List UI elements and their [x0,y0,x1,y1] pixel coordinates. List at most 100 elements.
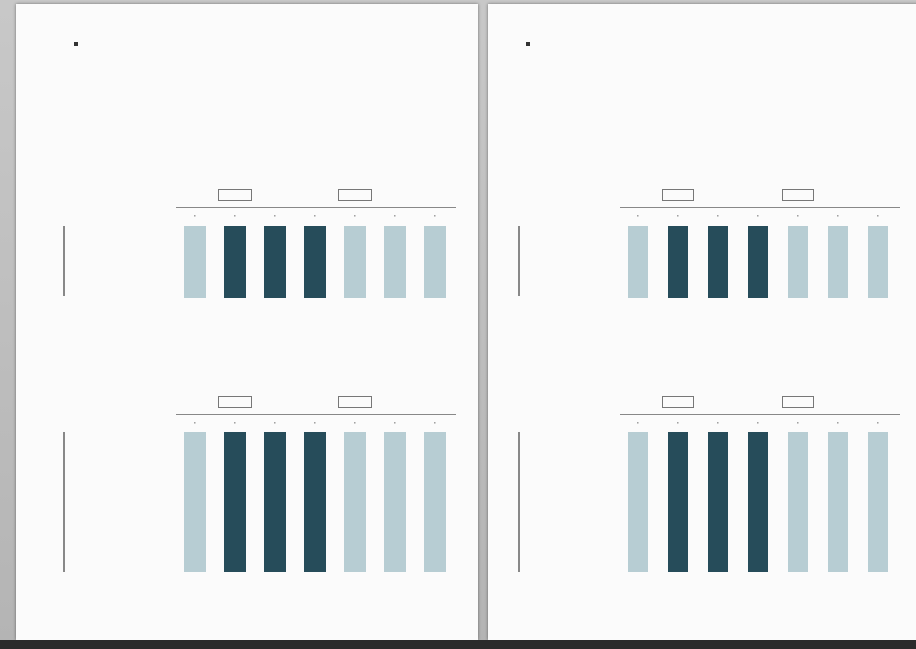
data-cell [869,500,887,505]
column-base-marker: ▪ [757,420,759,425]
data-cell [225,250,245,255]
data-cell [385,469,405,474]
data-cell [225,562,245,567]
data-cell [225,547,245,552]
data-cell [385,500,405,505]
data-cell [869,438,887,443]
column-header [782,189,814,201]
data-cell [185,531,205,536]
data-column-bar [748,226,768,298]
data-cell [749,485,767,490]
data-cell [629,547,647,552]
data-column-bar [184,432,206,572]
column-base-marker: ▪ [234,213,236,218]
column-header [378,396,412,408]
data-cell [425,268,445,273]
data-cell [345,562,365,567]
data-cell [749,268,767,273]
data-column-bar [828,226,848,298]
data-cell [789,531,807,536]
data-cell [669,485,687,490]
document-page-1[interactable]: ▪ ▪ ▪ ▪ ▪ ▪ ▪ ▪ ▪ ▪ ▪ ▪ ▪ ▪ [16,4,478,640]
data-cell [829,547,847,552]
data-cell [709,469,727,474]
column-header [622,189,654,201]
data-column-bar [628,226,648,298]
data-cell [345,268,365,273]
data-cell [869,562,887,567]
column-header [622,396,654,408]
column-base-marker: ▪ [394,213,396,218]
data-cell [629,232,647,237]
data-cell [265,500,285,505]
data-cell [749,232,767,237]
header-marker-icon [74,42,78,46]
data-cell [869,250,887,255]
data-cell [629,516,647,521]
data-cell [669,268,687,273]
document-page-2[interactable]: ▪ ▪ ▪ ▪ ▪ ▪ ▪ ▪ ▪ ▪ ▪ ▪ ▪ ▪ [488,4,916,640]
data-cell [305,485,325,490]
column-base-marker: ▪ [797,213,799,218]
column-header [298,396,332,408]
data-cell [425,438,445,443]
data-cell [829,250,847,255]
data-cell [225,268,245,273]
header-rule [176,414,456,415]
data-cell [185,485,205,490]
data-cell [385,250,405,255]
column-header [418,396,452,408]
data-cell [425,250,445,255]
column-header [862,189,894,201]
data-cell [709,232,727,237]
data-column-bar [708,432,728,572]
data-cell [709,516,727,521]
data-cell [185,454,205,459]
data-column-bar [668,226,688,298]
data-cell [789,250,807,255]
data-cell [185,547,205,552]
data-cell [385,516,405,521]
data-cell [185,438,205,443]
column-header [338,189,372,201]
data-cell [305,516,325,521]
data-cell [749,500,767,505]
data-cell [709,531,727,536]
data-cell [749,531,767,536]
data-cell [629,469,647,474]
data-cell [305,438,325,443]
data-cell [789,268,807,273]
data-cell [749,438,767,443]
data-cell [345,232,365,237]
data-column-bar [344,226,366,298]
column-header [218,396,252,408]
column-base-marker: ▪ [314,420,316,425]
data-column-bar [224,432,246,572]
column-header [662,396,694,408]
data-cell [789,485,807,490]
data-cell [669,469,687,474]
column-base-marker: ▪ [837,420,839,425]
data-cell [789,516,807,521]
data-cell [709,286,727,291]
data-cell [789,454,807,459]
data-cell [225,485,245,490]
data-column-bar [828,432,848,572]
data-cell [265,469,285,474]
column-base-marker: ▪ [274,213,276,218]
column-header [782,396,814,408]
column-header [742,189,774,201]
chart-2-margin-bar [518,432,520,572]
data-cell [425,469,445,474]
data-cell [385,531,405,536]
header-rule [620,207,900,208]
column-base-marker: ▪ [194,213,196,218]
data-cell [345,485,365,490]
data-cell [749,250,767,255]
data-cell [669,454,687,459]
data-cell [225,438,245,443]
data-cell [265,250,285,255]
data-cell [789,232,807,237]
column-base-marker: ▪ [677,420,679,425]
